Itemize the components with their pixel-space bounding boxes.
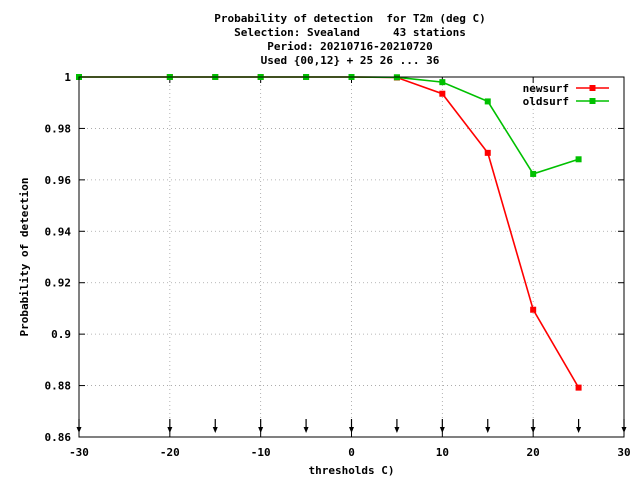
data-point-newsurf (439, 90, 446, 97)
legend-marker-newsurf (589, 85, 596, 91)
y-tick-label: 0.86 (45, 431, 72, 444)
y-axis-label: Probability of detection (18, 178, 31, 337)
threshold-arrow (394, 419, 400, 433)
series-line-newsurf (79, 76, 580, 389)
x-tick-label: -10 (251, 446, 271, 459)
threshold-arrow (212, 419, 218, 433)
threshold-arrow (485, 419, 491, 433)
x-tick-label: -30 (69, 446, 89, 459)
y-axis-ticks: 0.86 0.88 0.9 0.92 0.94 0.96 0.98 1 (45, 71, 624, 444)
x-tick-label: 10 (436, 446, 449, 459)
data-point-newsurf (575, 384, 582, 391)
threshold-arrow (576, 419, 582, 433)
threshold-arrow (349, 419, 354, 433)
x-axis-label: thresholds C) (308, 464, 394, 477)
x-tick-label: 30 (617, 446, 630, 459)
series-group (76, 74, 582, 391)
plot-frame (78, 76, 625, 438)
title-line: Selection: Svealand 43 stations (234, 26, 466, 39)
x-tick-label: 20 (527, 446, 540, 459)
data-point-oldsurf (530, 170, 537, 177)
y-tick-label: 0.92 (45, 277, 72, 290)
y-tick-label: 1 (64, 71, 71, 84)
legend-marker-oldsurf (589, 98, 596, 104)
x-axis-ticks: -30 -20 -10 0 10 20 30 (69, 77, 631, 459)
threshold-arrow (303, 419, 309, 433)
data-point-oldsurf (575, 156, 582, 163)
title-line: Probability of detection for T2m (deg C) (214, 12, 486, 25)
data-point-newsurf (484, 149, 491, 156)
data-point-oldsurf (484, 98, 491, 105)
legend-label: newsurf (523, 82, 569, 95)
threshold-markers (76, 419, 627, 433)
y-tick-label: 0.88 (45, 380, 72, 393)
legend-label: oldsurf (523, 95, 569, 108)
threshold-arrow (258, 419, 264, 433)
x-tick-label: 0 (348, 446, 355, 459)
title-line: Period: 20210716-20210720 (267, 40, 433, 53)
y-tick-label: 0.94 (45, 225, 72, 238)
y-tick-label: 0.98 (45, 122, 72, 135)
threshold-arrow (167, 419, 173, 433)
y-tick-label: 0.9 (51, 328, 71, 341)
chart-title: Probability of detection for T2m (deg C)… (214, 12, 486, 67)
title-line: Used {00,12} + 25 26 ... 36 (261, 54, 440, 67)
data-point-newsurf (530, 306, 537, 313)
y-tick-label: 0.96 (45, 174, 72, 187)
x-tick-label: -20 (160, 446, 180, 459)
grid (79, 77, 624, 437)
threshold-arrow (530, 419, 536, 433)
series-line-oldsurf (79, 76, 579, 175)
threshold-arrow (439, 419, 445, 433)
data-point-oldsurf (439, 79, 446, 86)
